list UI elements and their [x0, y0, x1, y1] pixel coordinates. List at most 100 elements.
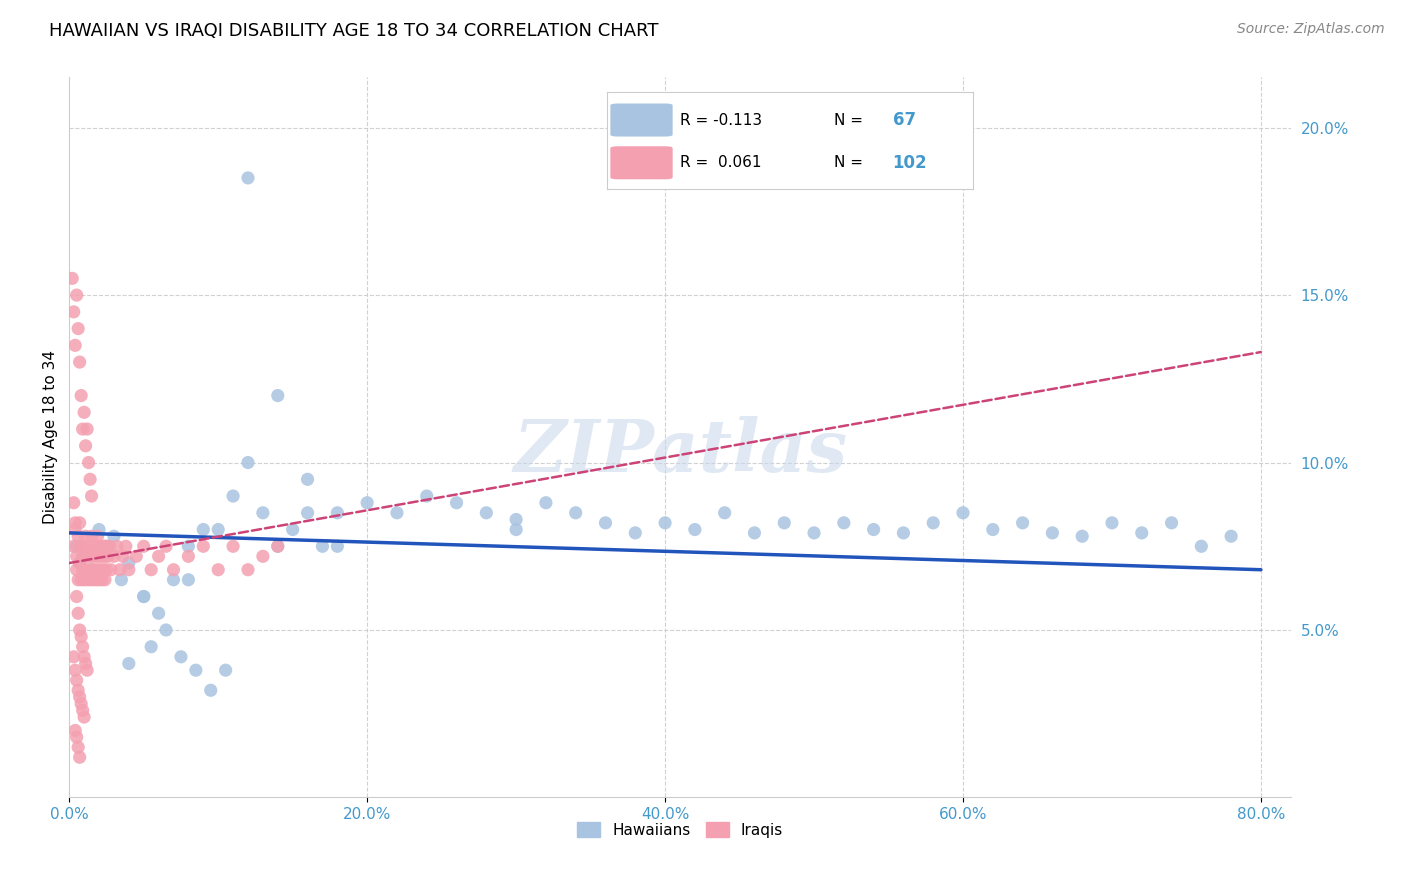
Point: [326, 539, 349, 553]
Point: [62, 649, 84, 664]
Point: [132, 590, 155, 604]
Point: [683, 523, 706, 537]
Point: [70, 630, 93, 644]
Point: [952, 506, 974, 520]
Point: [69, 516, 91, 530]
Point: [73, 573, 96, 587]
Legend: Hawaiians, Iraqis: Hawaiians, Iraqis: [571, 815, 789, 844]
Point: [60, 271, 83, 285]
Point: [72, 549, 94, 564]
Point: [66, 673, 89, 688]
Point: [82, 549, 104, 564]
Point: [326, 506, 349, 520]
Point: [1130, 525, 1153, 540]
Point: [69, 750, 91, 764]
Point: [94, 573, 117, 587]
Point: [267, 539, 290, 553]
Point: [77, 539, 100, 553]
Point: [82, 573, 104, 587]
Point: [86, 563, 108, 577]
Point: [72, 563, 94, 577]
Point: [66, 590, 89, 604]
Point: [236, 170, 259, 185]
Point: [170, 649, 193, 664]
Point: [69, 355, 91, 369]
Point: [773, 516, 796, 530]
Point: [69, 690, 91, 704]
Point: [73, 649, 96, 664]
Point: [63, 663, 86, 677]
Point: [118, 657, 141, 671]
Text: Source: ZipAtlas.com: Source: ZipAtlas.com: [1237, 22, 1385, 37]
Point: [162, 573, 184, 587]
Point: [75, 657, 97, 671]
Point: [87, 549, 110, 564]
Point: [69, 556, 91, 570]
Point: [207, 523, 229, 537]
Point: [70, 388, 93, 402]
Point: [132, 539, 155, 553]
Y-axis label: Disability Age 18 to 34: Disability Age 18 to 34: [44, 351, 58, 524]
Point: [177, 549, 200, 564]
Point: [63, 523, 86, 537]
Point: [79, 472, 101, 486]
Point: [125, 549, 148, 564]
Point: [654, 516, 676, 530]
Point: [76, 422, 98, 436]
Point: [96, 539, 118, 553]
Point: [70, 539, 93, 553]
Point: [1040, 525, 1063, 540]
Point: [83, 539, 105, 553]
Point: [385, 506, 408, 520]
Point: [93, 563, 115, 577]
Point: [80, 563, 103, 577]
Point: [713, 506, 735, 520]
Point: [103, 549, 125, 564]
Point: [97, 549, 120, 564]
Point: [1101, 516, 1123, 530]
Point: [80, 563, 103, 577]
Point: [148, 607, 170, 621]
Point: [63, 516, 86, 530]
Point: [67, 740, 90, 755]
Point: [141, 563, 163, 577]
Point: [222, 539, 245, 553]
Point: [475, 506, 498, 520]
Point: [803, 525, 825, 540]
Point: [66, 288, 89, 302]
Point: [111, 549, 134, 564]
Point: [624, 525, 647, 540]
Point: [75, 563, 97, 577]
Point: [83, 563, 105, 577]
Point: [79, 549, 101, 564]
Point: [193, 523, 215, 537]
Point: [80, 489, 103, 503]
Point: [63, 723, 86, 738]
Point: [67, 607, 90, 621]
Point: [69, 623, 91, 637]
Point: [66, 730, 89, 744]
Point: [505, 523, 527, 537]
Point: [67, 321, 90, 335]
Point: [862, 523, 884, 537]
Point: [236, 456, 259, 470]
Point: [80, 529, 103, 543]
Point: [79, 573, 101, 587]
Point: [446, 496, 468, 510]
Point: [67, 683, 90, 698]
Point: [67, 529, 90, 543]
Point: [981, 523, 1004, 537]
Point: [1011, 516, 1033, 530]
Point: [66, 539, 89, 553]
Text: HAWAIIAN VS IRAQI DISABILITY AGE 18 TO 34 CORRELATION CHART: HAWAIIAN VS IRAQI DISABILITY AGE 18 TO 3…: [49, 22, 658, 40]
Point: [505, 512, 527, 526]
Point: [70, 573, 93, 587]
Point: [67, 573, 90, 587]
Point: [118, 563, 141, 577]
Point: [744, 525, 766, 540]
Point: [87, 573, 110, 587]
Point: [155, 623, 177, 637]
Point: [108, 563, 131, 577]
Point: [110, 573, 132, 587]
Point: [91, 573, 114, 587]
